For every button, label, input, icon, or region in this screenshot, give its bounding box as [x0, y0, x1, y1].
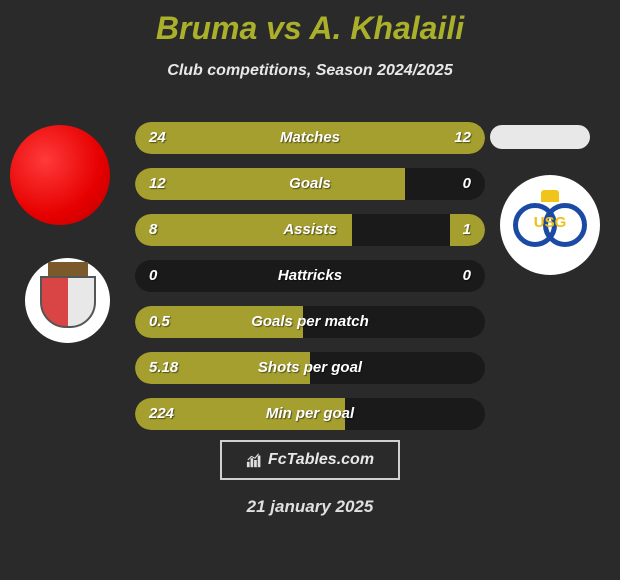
comparison-title: Bruma vs A. Khalaili [0, 0, 620, 47]
stat-row: 12Goals0 [135, 168, 485, 200]
chart-bars-icon [246, 451, 264, 469]
stat-row: 0Hattricks0 [135, 260, 485, 292]
player2-avatar [490, 125, 590, 149]
player2-name: A. Khalaili [309, 10, 464, 46]
brand-box[interactable]: FcTables.com [220, 440, 400, 480]
stats-container: 24Matches1212Goals08Assists10Hattricks00… [135, 122, 485, 430]
player1-avatar [10, 125, 110, 225]
stat-value-right: 1 [463, 214, 471, 246]
stat-label: Matches [135, 122, 485, 154]
stat-row: 24Matches12 [135, 122, 485, 154]
vs-text: vs [266, 10, 302, 46]
stat-value-right: 12 [454, 122, 471, 154]
stat-label: Min per goal [135, 398, 485, 430]
stat-label: Goals [135, 168, 485, 200]
stat-value-right: 0 [463, 260, 471, 292]
stat-label: Assists [135, 214, 485, 246]
subtitle: Club competitions, Season 2024/2025 [0, 62, 620, 80]
player2-club-badge: USG [500, 175, 600, 275]
stat-label: Goals per match [135, 306, 485, 338]
stat-row: 5.18Shots per goal [135, 352, 485, 384]
stat-label: Shots per goal [135, 352, 485, 384]
player1-club-badge [25, 258, 110, 343]
stat-value-right: 0 [463, 168, 471, 200]
stat-row: 224Min per goal [135, 398, 485, 430]
brand-text: FcTables.com [268, 451, 374, 469]
date-text: 21 january 2025 [0, 497, 620, 517]
club-right-initials: USG [534, 214, 567, 231]
stat-label: Hattricks [135, 260, 485, 292]
stat-row: 8Assists1 [135, 214, 485, 246]
player1-name: Bruma [156, 10, 257, 46]
stat-row: 0.5Goals per match [135, 306, 485, 338]
